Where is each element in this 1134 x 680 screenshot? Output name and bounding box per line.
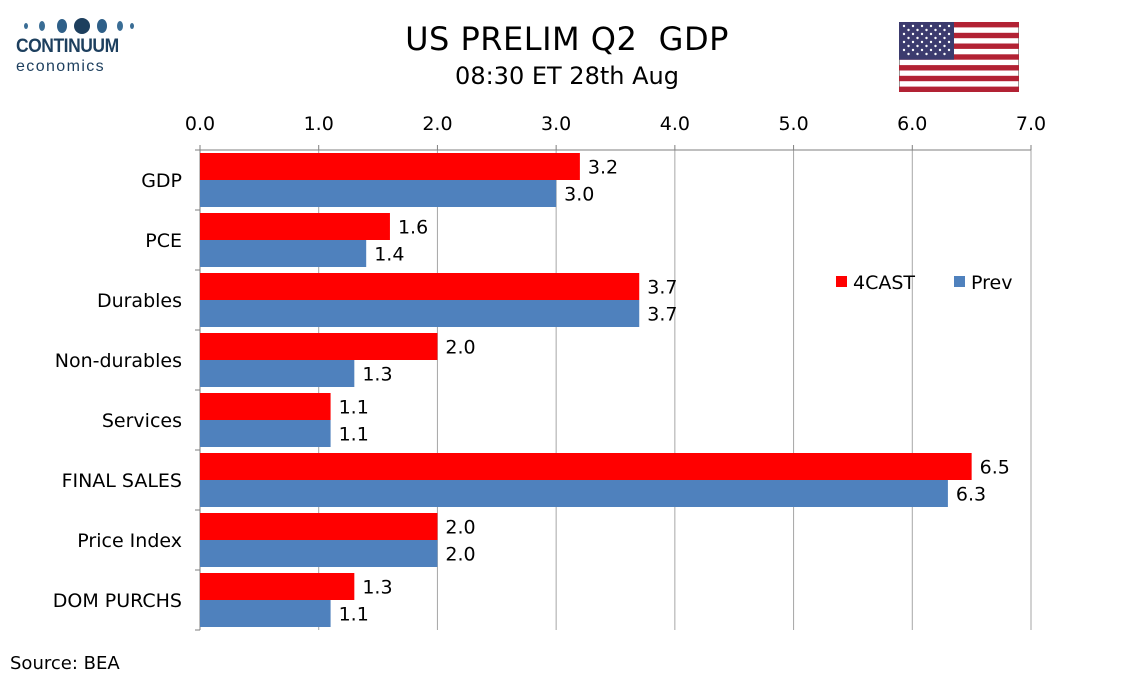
bar <box>200 480 948 507</box>
bar <box>200 180 557 207</box>
data-label: 2.0 <box>445 337 475 359</box>
data-label: 1.1 <box>339 397 369 419</box>
data-label: 1.3 <box>362 577 392 599</box>
continuum-logo: CONTINUUM economics <box>12 14 142 76</box>
x-tick-label: 0.0 <box>185 113 215 135</box>
data-label: 6.3 <box>956 484 986 506</box>
category-label: Non-durables <box>55 350 182 372</box>
category-label: DOM PURCHS <box>53 590 182 612</box>
data-label: 6.5 <box>980 457 1010 479</box>
logo-name: CONTINUUM <box>16 36 119 57</box>
x-tick-label: 4.0 <box>660 113 690 135</box>
data-label: 2.0 <box>445 517 475 539</box>
bar <box>200 300 640 327</box>
legend-label: 4CAST <box>853 272 915 294</box>
data-label: 3.7 <box>647 277 677 299</box>
data-label: 1.1 <box>339 424 369 446</box>
data-label: 1.3 <box>362 364 392 386</box>
data-label: 2.0 <box>445 544 475 566</box>
legend-swatch <box>954 276 965 287</box>
chart-title: US PRELIM Q2 GDP <box>405 20 729 58</box>
bar <box>200 240 367 267</box>
bar <box>200 153 580 180</box>
data-label: 1.4 <box>374 244 404 266</box>
logo-subtitle: economics <box>16 58 106 75</box>
bar <box>200 600 331 627</box>
data-label: 3.7 <box>647 304 677 326</box>
us-flag-icon <box>899 22 1019 92</box>
category-label: Durables <box>97 290 182 312</box>
x-tick-label: 1.0 <box>304 113 334 135</box>
legend-swatch <box>836 276 847 287</box>
data-label: 3.0 <box>564 184 594 206</box>
source-note: Source: BEA <box>10 653 120 674</box>
legend-label: Prev <box>971 272 1012 294</box>
data-label: 3.2 <box>588 157 618 179</box>
bar <box>200 453 972 480</box>
x-tick-label: 2.0 <box>422 113 452 135</box>
bar <box>200 333 438 360</box>
chart-subtitle: 08:30 ET 28th Aug <box>455 62 679 90</box>
bar <box>200 360 355 387</box>
category-label: Services <box>102 410 182 432</box>
bar <box>200 513 438 540</box>
x-tick-label: 7.0 <box>1016 113 1046 135</box>
x-tick-label: 5.0 <box>778 113 808 135</box>
x-tick-label: 6.0 <box>897 113 927 135</box>
bar <box>200 573 355 600</box>
bar <box>200 393 331 420</box>
category-label: PCE <box>145 230 182 252</box>
data-label: 1.1 <box>339 604 369 626</box>
category-label: Price Index <box>77 530 182 552</box>
bar <box>200 213 390 240</box>
bar <box>200 273 640 300</box>
logo-dots-icon <box>24 18 134 34</box>
bar <box>200 420 331 447</box>
category-label: FINAL SALES <box>62 470 182 492</box>
x-tick-label: 3.0 <box>541 113 571 135</box>
bar <box>200 540 438 567</box>
data-label: 1.6 <box>398 217 428 239</box>
category-label: GDP <box>141 170 182 192</box>
